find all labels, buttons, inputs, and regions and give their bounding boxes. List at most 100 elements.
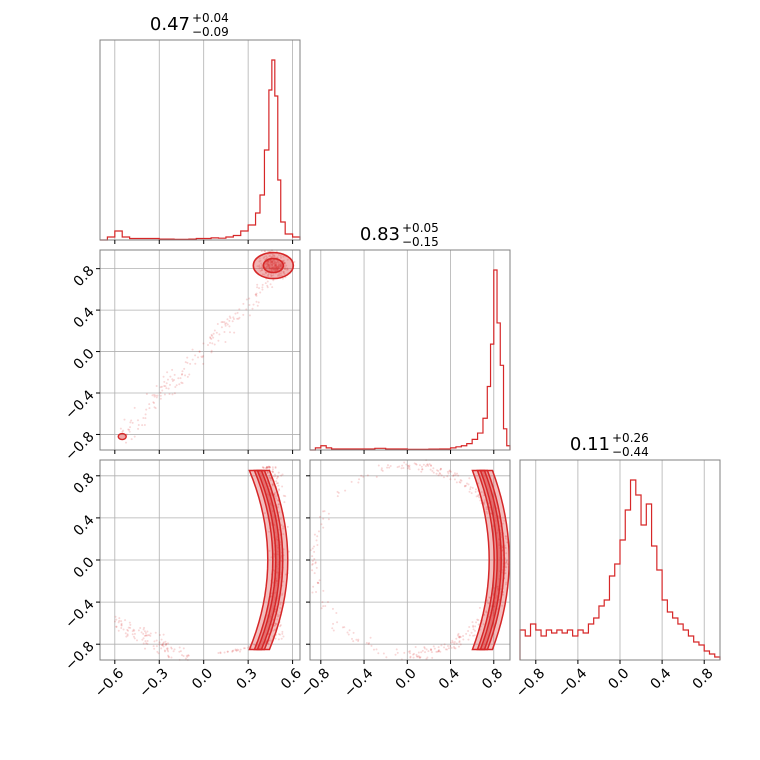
sample-point xyxy=(505,561,508,564)
sample-point xyxy=(422,463,425,466)
sample-point xyxy=(231,320,234,323)
sample-point xyxy=(432,467,435,470)
sample-point xyxy=(277,503,280,506)
sample-point xyxy=(287,550,290,553)
sample-point xyxy=(187,654,190,657)
sample-point xyxy=(380,468,383,471)
sample-point xyxy=(269,477,272,480)
hist-title-upper: +0.05 xyxy=(402,221,439,235)
sample-point xyxy=(475,621,478,624)
sample-point xyxy=(127,428,130,431)
contour-level xyxy=(262,257,285,274)
sample-point xyxy=(453,472,456,475)
sample-point xyxy=(254,293,257,296)
sample-point xyxy=(281,594,284,597)
sample-point xyxy=(275,579,278,582)
sample-point xyxy=(126,634,129,637)
sample-point xyxy=(283,267,286,270)
sample-point xyxy=(357,640,360,643)
sample-point xyxy=(167,387,170,390)
sample-point xyxy=(260,268,263,271)
sample-point xyxy=(269,283,272,286)
sample-point xyxy=(130,419,133,422)
sample-point xyxy=(447,647,450,650)
sample-point xyxy=(347,633,350,636)
sample-point xyxy=(178,650,181,653)
sample-point xyxy=(276,267,279,270)
sample-point xyxy=(235,649,238,652)
sample-point xyxy=(316,581,319,584)
sample-point xyxy=(133,435,136,438)
sample-point xyxy=(268,267,271,270)
hist-title-upper: +0.04 xyxy=(192,11,229,25)
sample-point xyxy=(269,264,272,267)
sample-point xyxy=(269,267,272,270)
sample-point xyxy=(494,519,497,522)
sample-point xyxy=(277,265,280,268)
sample-point xyxy=(218,333,221,336)
sample-point xyxy=(418,656,421,659)
sample-point xyxy=(455,481,458,484)
sample-point xyxy=(151,394,154,397)
sample-point xyxy=(444,648,447,651)
sample-point xyxy=(504,546,507,549)
sample-point xyxy=(336,490,339,493)
sample-point xyxy=(275,480,278,483)
sample-point xyxy=(198,350,201,353)
sample-point xyxy=(279,541,282,544)
sample-point xyxy=(277,484,280,487)
sample-point xyxy=(457,632,460,635)
sample-point xyxy=(346,631,349,634)
sample-point xyxy=(453,641,456,644)
sample-point xyxy=(276,499,279,502)
sample-point xyxy=(261,286,264,289)
sample-point xyxy=(165,382,168,385)
sample-point xyxy=(474,488,477,491)
sample-point xyxy=(175,384,178,387)
sample-point xyxy=(264,250,267,253)
sample-point xyxy=(311,555,314,558)
sample-point xyxy=(476,618,479,621)
sample-point xyxy=(166,378,169,381)
sample-point xyxy=(401,464,404,467)
sample-point xyxy=(146,639,149,642)
sample-point xyxy=(122,429,125,432)
sample-point xyxy=(271,262,274,265)
sample-point xyxy=(228,331,231,334)
sample-point xyxy=(270,269,273,272)
sample-point xyxy=(234,648,237,651)
sample-point xyxy=(166,649,169,652)
sample-point xyxy=(312,585,315,588)
sample-point xyxy=(275,544,278,547)
sample-point xyxy=(145,408,148,411)
sample-point xyxy=(274,622,277,625)
sample-point xyxy=(465,482,468,485)
sample-point xyxy=(456,472,459,475)
sample-point xyxy=(161,389,164,392)
sample-point xyxy=(191,358,194,361)
sample-point xyxy=(413,462,416,465)
sample-point xyxy=(477,493,480,496)
sample-point xyxy=(412,656,415,659)
sample-point xyxy=(365,641,368,644)
sample-point xyxy=(326,601,329,604)
sample-point xyxy=(202,362,205,365)
sample-point xyxy=(120,622,123,625)
sample-point xyxy=(256,304,259,307)
sample-point xyxy=(274,267,277,270)
sample-point xyxy=(472,634,475,637)
sample-point xyxy=(133,637,136,640)
sample-point xyxy=(280,559,283,562)
sample-point xyxy=(415,463,418,466)
sample-point xyxy=(286,525,289,528)
sample-point xyxy=(143,424,146,427)
sample-point xyxy=(280,474,283,477)
sample-point xyxy=(263,255,266,258)
sample-point xyxy=(272,274,275,277)
sample-point xyxy=(269,466,272,469)
sample-point xyxy=(210,351,213,354)
sample-point xyxy=(124,619,127,622)
sample-point xyxy=(186,375,189,378)
sample-point xyxy=(283,262,286,265)
sample-point xyxy=(408,650,411,653)
